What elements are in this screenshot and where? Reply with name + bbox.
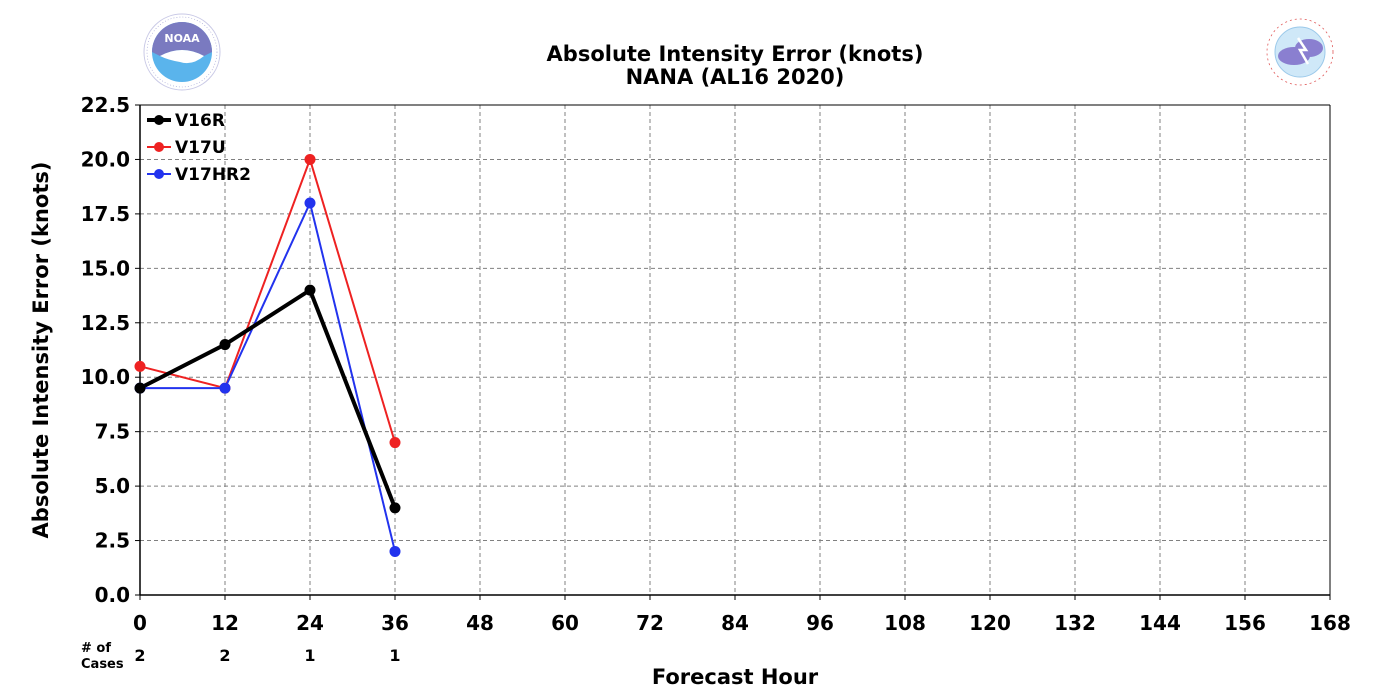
- cases-value: 2: [134, 646, 145, 665]
- y-axis-label: Absolute Intensity Error (knots): [29, 162, 53, 539]
- x-tick-label: 132: [1054, 611, 1096, 635]
- legend-swatch-marker: [154, 169, 164, 179]
- legend-swatch-marker: [154, 142, 164, 152]
- nws-logo: [1262, 14, 1338, 90]
- cases-value: 1: [389, 646, 400, 665]
- data-point-v17u: [389, 437, 401, 449]
- x-tick-label: 84: [721, 611, 749, 635]
- legend: V16R V17U V17HR2: [147, 111, 251, 185]
- cases-value: 2: [219, 646, 230, 665]
- y-tick-label: 10.0: [81, 365, 130, 389]
- data-point-v16r: [219, 339, 231, 351]
- data-point-v17u: [134, 360, 146, 372]
- x-tick-label: 108: [884, 611, 926, 635]
- noaa-logo-text: NOAA: [164, 32, 200, 45]
- x-tick-labels: 0 12 24 36 48 60 72 84 96 108 120 132 144 156 168: [133, 595, 1351, 635]
- cases-value: 1: [304, 646, 315, 665]
- y-tick-label: 7.5: [95, 420, 130, 444]
- legend-swatch-marker: [154, 115, 164, 125]
- x-axis-label: Forecast Hour: [652, 665, 819, 689]
- data-point-v17hr2: [389, 545, 401, 557]
- data-point-v16r: [389, 502, 401, 514]
- x-tick-label: 48: [466, 611, 494, 635]
- x-tick-label: 156: [1224, 611, 1266, 635]
- x-tick-label: 36: [381, 611, 409, 635]
- x-tick-label: 168: [1309, 611, 1351, 635]
- y-tick-label: 15.0: [81, 256, 130, 280]
- y-tick-label: 22.5: [81, 93, 130, 117]
- legend-label: V16R: [175, 111, 225, 131]
- data-point-v17hr2: [219, 382, 231, 394]
- cases-label-line1: # of: [81, 641, 111, 656]
- chart-title: Absolute Intensity Error (knots): [547, 42, 924, 66]
- y-tick-labels: 0.0 2.5 5.0 7.5 10.0 12.5 15.0 17.5 20.0 22.5: [81, 93, 140, 607]
- y-tick-label: 5.0: [95, 474, 130, 498]
- y-tick-label: 12.5: [81, 311, 130, 335]
- data-point-v16r: [304, 284, 316, 296]
- x-tick-label: 120: [969, 611, 1011, 635]
- x-tick-label: 24: [296, 611, 324, 635]
- noaa-logo: NOAA: [143, 13, 221, 91]
- legend-label: V17U: [175, 138, 226, 158]
- legend-label: V17HR2: [175, 165, 251, 185]
- chart-subtitle: NANA (AL16 2020): [626, 65, 845, 89]
- series-line-v17hr2: [140, 199, 396, 552]
- x-tick-label: 72: [636, 611, 664, 635]
- x-tick-label: 12: [211, 611, 239, 635]
- cases-values: 2 2 1 1: [134, 646, 400, 665]
- x-tick-label: 60: [551, 611, 579, 635]
- series-line-v16r: [139, 287, 397, 509]
- x-tick-label: 96: [806, 611, 834, 635]
- data-point-v17u: [304, 153, 316, 165]
- y-tick-label: 20.0: [81, 147, 130, 171]
- y-tick-label: 2.5: [95, 529, 130, 553]
- x-tick-label: 144: [1139, 611, 1181, 635]
- grid: [140, 105, 1330, 595]
- y-tick-label: 17.5: [81, 202, 130, 226]
- series: [134, 153, 401, 557]
- cases-label-line2: Cases: [81, 657, 124, 672]
- x-tick-label: 0: [133, 611, 147, 635]
- data-point-v17hr2: [304, 197, 316, 209]
- y-tick-label: 0.0: [95, 583, 130, 607]
- data-point-v16r: [134, 382, 146, 394]
- series-line-v17u: [139, 156, 396, 443]
